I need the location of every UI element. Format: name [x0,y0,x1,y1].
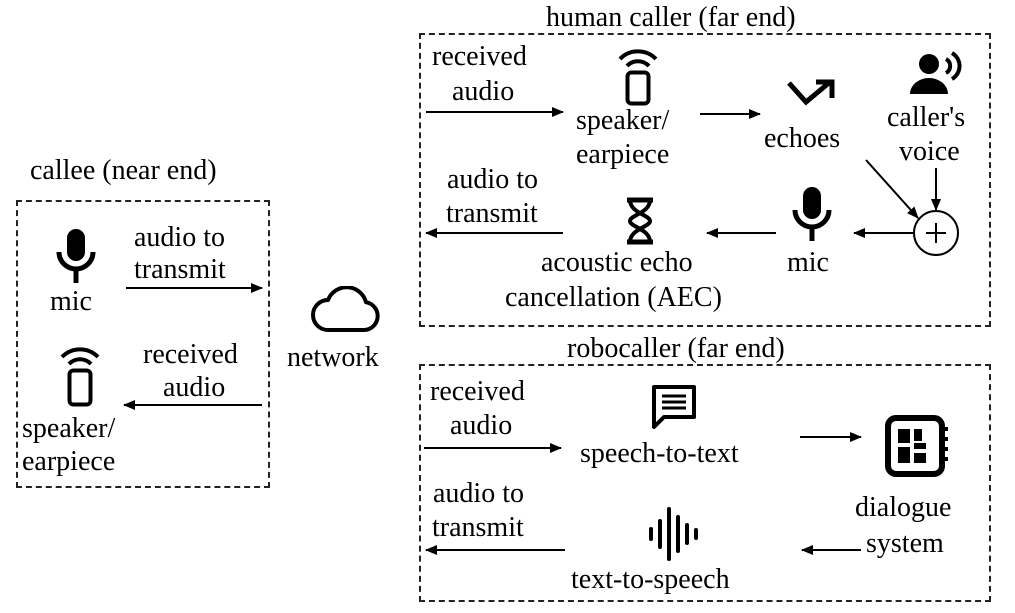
human-transmit-label-1: audio to [447,164,538,195]
callee-received-label-2: audio [163,372,226,403]
dialogue-system-label-2: system [866,528,944,559]
dialogue-system-label-1: dialogue [855,492,952,523]
robo-received-label-2: audio [450,410,513,441]
microphone-icon [56,229,96,283]
speech-to-text-label: speech-to-text [580,438,739,469]
robocaller-group-box [419,364,991,602]
robo-received-label-1: received [430,376,525,407]
text-to-speech-label: text-to-speech [571,564,730,595]
callee-transmit-label-2: transmit [134,254,226,285]
callee-speaker-label-1: speaker/ [22,413,116,444]
chat-bubble-icon [652,385,696,429]
echoes-label: echoes [764,123,841,154]
phone-wireless-icon [618,49,658,106]
human-caller-title: human caller (far end) [546,2,796,33]
phone-wireless-icon [60,347,100,407]
hourglass-icon [627,197,653,245]
echo-arrow-icon [787,79,835,106]
callee-mic-label: mic [50,286,92,317]
callee-received-label-1: received [143,339,238,370]
robo-transmit-label-2: transmit [432,512,524,543]
robocaller-title: robocaller (far end) [567,333,785,364]
callee-transmit-label-1: audio to [134,222,225,253]
processor-chip-icon [885,415,948,477]
human-received-label-1: received [432,41,527,72]
cloud-icon [311,286,380,332]
audio-waveform-icon [649,507,698,561]
speaking-person-icon [910,51,962,94]
microphone-icon [792,187,832,241]
echoes-to-sum-arrow [865,159,919,219]
callers-voice-label-2: voice [899,136,960,167]
robo-transmit-label-1: audio to [433,478,524,509]
human-speaker-label-1: speaker/ [576,105,670,136]
callee-group-box [16,200,270,488]
human-mic-label: mic [787,247,829,278]
aec-label-1: acoustic echo [541,247,693,278]
human-transmit-label-2: transmit [446,198,538,229]
human-caller-group-box [419,33,991,327]
human-received-label-2: audio [452,76,515,107]
callee-title: callee (near end) [30,155,217,186]
network-label: network [287,342,379,373]
callers-voice-label-1: caller's [887,102,966,133]
human-speaker-label-2: earpiece [576,139,670,170]
aec-label-2: cancellation (AEC) [505,282,722,313]
callee-speaker-label-2: earpiece [22,446,116,477]
